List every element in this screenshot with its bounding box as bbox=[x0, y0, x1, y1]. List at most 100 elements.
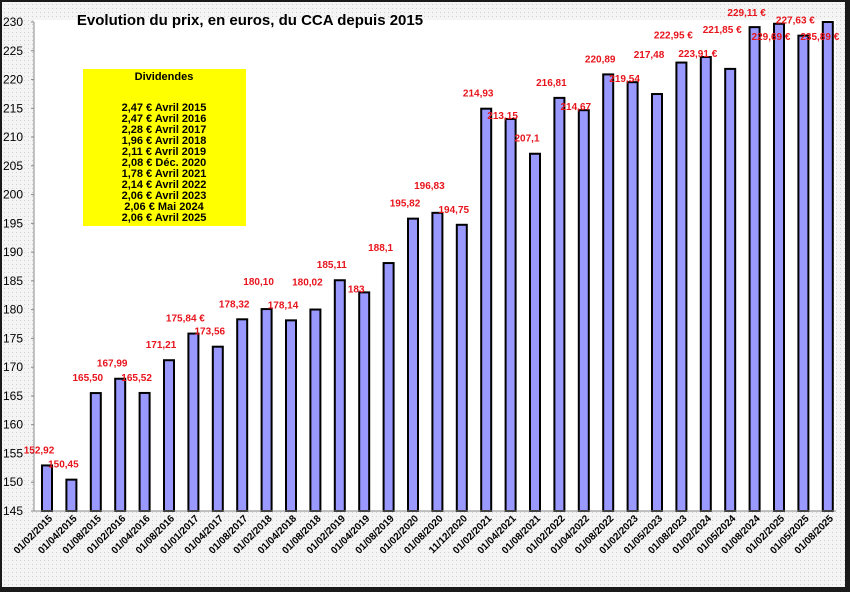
data-label: 229,11 € bbox=[727, 8, 766, 19]
data-label: 188,1 bbox=[368, 243, 393, 254]
data-label: 178,32 bbox=[219, 299, 250, 310]
data-label: 222,95 € bbox=[654, 31, 693, 42]
data-label: 183 bbox=[348, 284, 365, 295]
bar bbox=[358, 291, 371, 513]
bar bbox=[41, 464, 53, 512]
dividend-line: 2,14 € Avril 2022 bbox=[122, 179, 207, 191]
bar bbox=[821, 21, 834, 512]
data-label: 216,81 bbox=[536, 78, 567, 89]
bar bbox=[724, 67, 737, 512]
data-label: 195,82 bbox=[390, 199, 421, 210]
bar bbox=[236, 318, 249, 513]
y-tick-label: 175 bbox=[3, 331, 23, 345]
data-label: 221,85 € bbox=[703, 25, 742, 36]
bar bbox=[480, 107, 493, 512]
dividend-line: 2,06 € Avril 2025 bbox=[122, 212, 207, 224]
bar bbox=[89, 392, 102, 512]
bar bbox=[529, 152, 541, 513]
y-tick-label: 205 bbox=[3, 159, 23, 173]
bar bbox=[504, 117, 517, 512]
data-label: 150,45 bbox=[48, 460, 79, 471]
bar bbox=[699, 56, 712, 513]
data-label: 223,91 € bbox=[678, 49, 717, 60]
bar bbox=[382, 262, 395, 513]
bar bbox=[260, 308, 273, 513]
data-label: 180,02 bbox=[292, 278, 323, 289]
data-label: 217,48 bbox=[634, 50, 665, 61]
y-tick-label: 195 bbox=[3, 216, 23, 230]
data-label: 235,89 € bbox=[800, 32, 839, 43]
dividend-line: 2,06 € Mai 2024 bbox=[124, 201, 204, 213]
data-label: 213,15 bbox=[487, 111, 518, 122]
y-tick-label: 165 bbox=[3, 389, 23, 403]
y-tick-label: 215 bbox=[3, 101, 23, 115]
y-tick-label: 150 bbox=[3, 475, 23, 489]
bar bbox=[602, 73, 615, 512]
bar bbox=[114, 377, 127, 512]
dividend-line: 2,08 € Déc. 2020 bbox=[122, 157, 206, 169]
data-label: 220,89 bbox=[585, 54, 616, 65]
bar bbox=[187, 332, 200, 512]
data-label: 214,93 bbox=[463, 89, 494, 100]
bar bbox=[748, 26, 761, 512]
y-tick-label: 210 bbox=[3, 130, 23, 144]
chart-title: Evolution du prix, en euros, du CCA depu… bbox=[77, 12, 423, 29]
y-tick-label: 200 bbox=[3, 188, 23, 202]
data-label: 219,54 bbox=[609, 74, 640, 85]
data-label: 207,1 bbox=[514, 134, 539, 145]
y-tick-label: 190 bbox=[3, 245, 23, 259]
dividend-line: 2,47 € Avril 2016 bbox=[122, 113, 207, 125]
bar bbox=[797, 34, 810, 513]
bar bbox=[138, 391, 151, 512]
dividends-title: Dividendes bbox=[135, 71, 194, 83]
data-label: 180,10 bbox=[243, 277, 274, 288]
bar bbox=[651, 93, 663, 512]
dividend-line: 2,11 € Avril 2019 bbox=[122, 146, 206, 158]
data-label: 152,92 bbox=[24, 445, 55, 456]
dividend-line: 2,47 € Avril 2015 bbox=[122, 102, 207, 114]
data-label: 227,63 € bbox=[776, 16, 815, 27]
data-label: 194,75 bbox=[439, 205, 470, 216]
data-label: 196,83 bbox=[414, 181, 445, 192]
bar bbox=[211, 345, 224, 513]
y-tick-label: 170 bbox=[3, 360, 23, 374]
bar bbox=[407, 217, 419, 512]
y-axis: 145 150 155 160 165 170 175 180 185 190 195 200 205 2… bbox=[3, 15, 35, 518]
bar bbox=[285, 319, 297, 512]
data-label: 173,56 bbox=[195, 327, 226, 338]
data-label: 165,50 bbox=[73, 373, 104, 384]
dividend-line: 1,96 € Avril 2018 bbox=[122, 135, 207, 147]
data-label: 165,52 bbox=[121, 373, 152, 384]
dividend-line: 2,06 € Avril 2023 bbox=[122, 190, 207, 202]
bar bbox=[455, 223, 468, 513]
dividend-line: 1,78 € Avril 2021 bbox=[122, 168, 207, 180]
bar bbox=[431, 211, 444, 512]
data-label: 171,21 bbox=[146, 340, 177, 351]
data-labels: 152,92 150,45 165,50 167,99 165,52 171,21 175,… bbox=[24, 8, 840, 471]
y-tick-label: 160 bbox=[3, 418, 23, 432]
dividend-line: 2,28 € Avril 2017 bbox=[122, 124, 207, 136]
y-tick-label: 225 bbox=[3, 44, 23, 58]
data-label: 185,11 bbox=[317, 260, 347, 271]
bar bbox=[773, 22, 785, 512]
bar bbox=[553, 96, 566, 513]
data-label: 175,84 € bbox=[166, 314, 205, 325]
data-label: 167,99 bbox=[97, 359, 128, 370]
bar bbox=[675, 61, 688, 513]
y-tick-label: 155 bbox=[3, 446, 23, 460]
bar bbox=[65, 478, 78, 513]
bar bbox=[163, 359, 175, 513]
data-label: 178,14 bbox=[268, 300, 299, 311]
dividends-background bbox=[83, 69, 246, 226]
bar bbox=[577, 109, 590, 512]
data-label: 214,67 bbox=[561, 102, 592, 113]
y-tick-label: 180 bbox=[3, 303, 23, 317]
bar bbox=[333, 279, 346, 513]
y-tick-label: 185 bbox=[3, 274, 23, 288]
y-tick-label: 230 bbox=[3, 15, 23, 29]
bar bbox=[626, 81, 639, 513]
bar bbox=[309, 308, 322, 513]
